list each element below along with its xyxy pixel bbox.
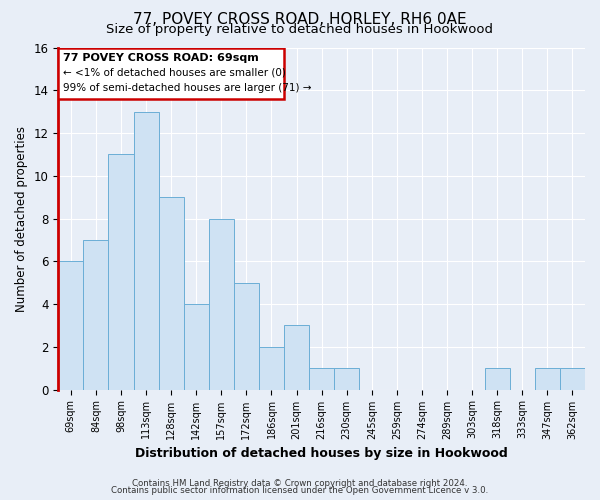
Text: 99% of semi-detached houses are larger (71) →: 99% of semi-detached houses are larger (…	[63, 83, 312, 93]
Text: Contains HM Land Registry data © Crown copyright and database right 2024.: Contains HM Land Registry data © Crown c…	[132, 478, 468, 488]
Text: 77, POVEY CROSS ROAD, HORLEY, RH6 0AE: 77, POVEY CROSS ROAD, HORLEY, RH6 0AE	[133, 12, 467, 28]
Bar	[184, 304, 209, 390]
Y-axis label: Number of detached properties: Number of detached properties	[15, 126, 28, 312]
Bar	[485, 368, 510, 390]
Bar	[334, 368, 359, 390]
Text: ← <1% of detached houses are smaller (0): ← <1% of detached houses are smaller (0)	[63, 68, 286, 78]
Bar	[158, 197, 184, 390]
Bar	[134, 112, 158, 390]
Bar	[234, 282, 259, 390]
Bar	[284, 326, 309, 390]
Bar	[58, 262, 83, 390]
Bar	[560, 368, 585, 390]
X-axis label: Distribution of detached houses by size in Hookwood: Distribution of detached houses by size …	[135, 447, 508, 460]
Bar	[83, 240, 109, 390]
Bar	[535, 368, 560, 390]
Bar	[259, 347, 284, 390]
Text: 77 POVEY CROSS ROAD: 69sqm: 77 POVEY CROSS ROAD: 69sqm	[63, 53, 259, 63]
Bar	[109, 154, 134, 390]
Bar	[309, 368, 334, 390]
Text: Contains public sector information licensed under the Open Government Licence v : Contains public sector information licen…	[112, 486, 488, 495]
FancyBboxPatch shape	[58, 48, 284, 99]
Bar	[209, 218, 234, 390]
Text: Size of property relative to detached houses in Hookwood: Size of property relative to detached ho…	[107, 22, 493, 36]
